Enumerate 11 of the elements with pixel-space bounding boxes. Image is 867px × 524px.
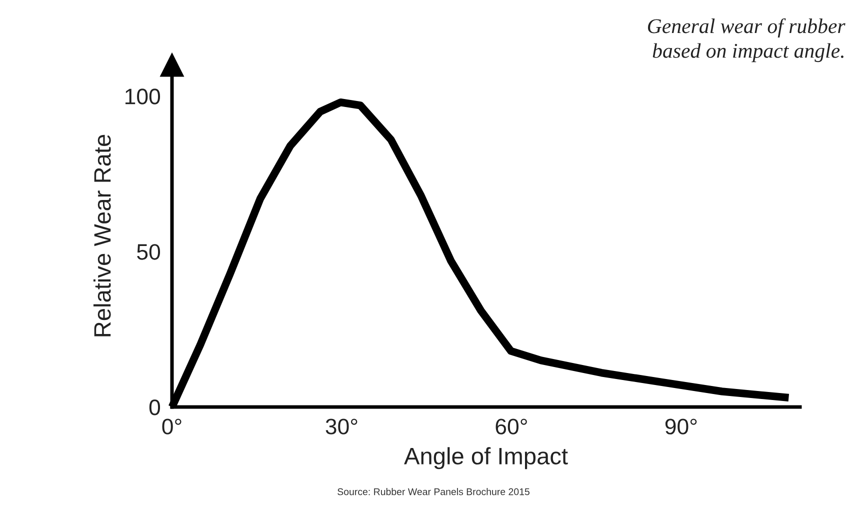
x-tick-label: 60° [496, 418, 527, 434]
y-tick-label: 50 [137, 244, 160, 260]
y-axis-title: Relative Wear Rate [93, 134, 111, 336]
x-tick-label: 30° [326, 418, 358, 434]
chart-title: General wear of rubber based on impact angle. [648, 18, 846, 62]
x-axis-title: Angle of Impact [404, 447, 568, 470]
x-tick-label: 0° [162, 418, 182, 434]
y-tick-label: 0 [149, 400, 160, 416]
source-note: Source: Rubber Wear Panels Brochure 2015 [338, 488, 530, 496]
y-tick-label: 100 [126, 88, 160, 104]
x-tick-label: 90° [665, 418, 697, 434]
